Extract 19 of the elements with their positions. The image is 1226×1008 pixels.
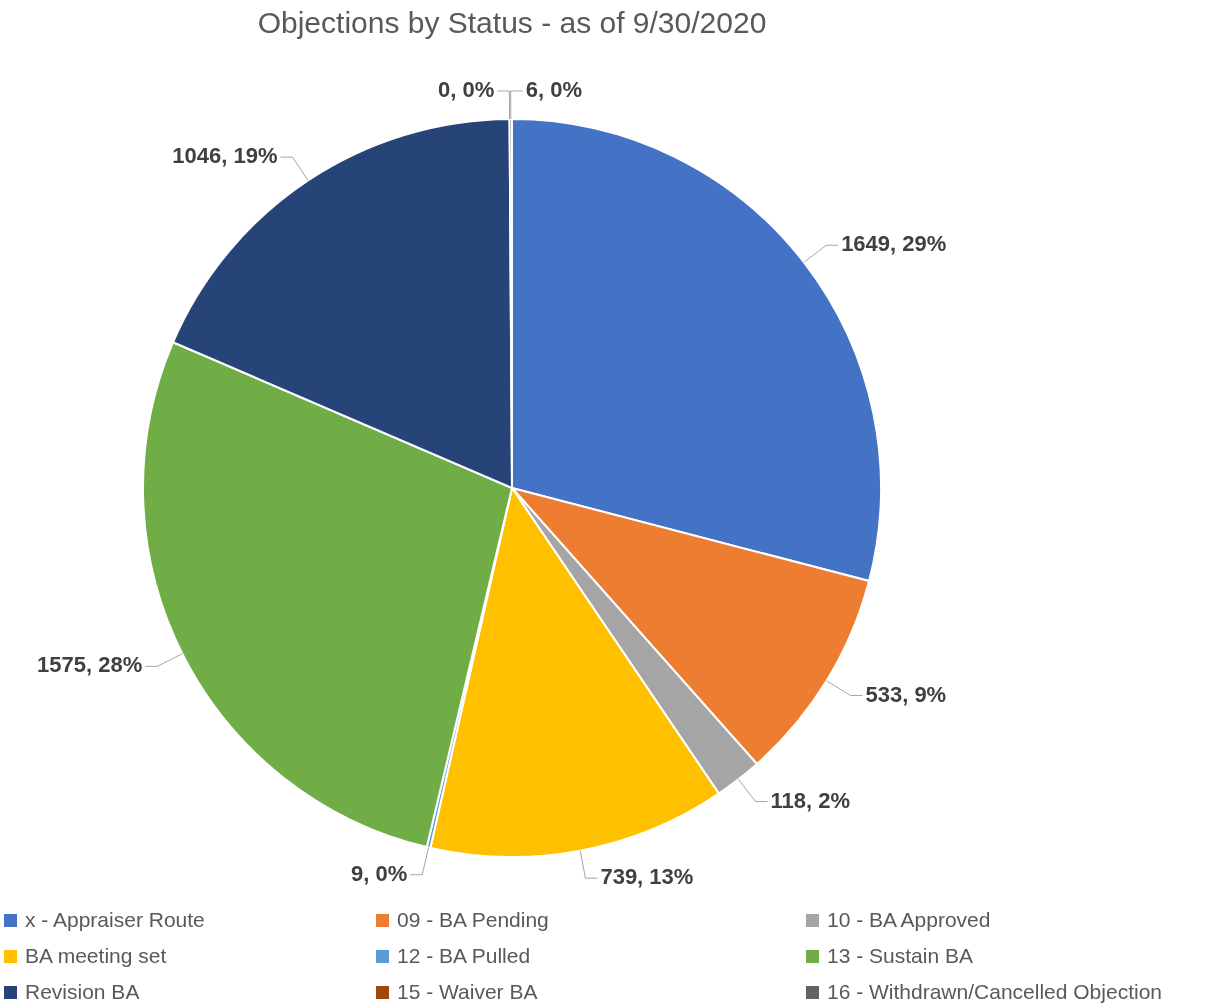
legend-label: Revision BA xyxy=(25,980,140,1004)
data-label: 1575, 28% xyxy=(37,652,143,678)
data-label: 533, 9% xyxy=(865,681,947,707)
data-label: 6, 0% xyxy=(525,77,582,103)
legend-label: 15 - Waiver BA xyxy=(397,980,538,1004)
legend-label: 09 - BA Pending xyxy=(397,908,549,932)
data-label: 1649, 29% xyxy=(841,231,947,257)
legend-label: 12 - BA Pulled xyxy=(397,944,531,968)
data-label: 739, 13% xyxy=(600,864,694,890)
legend-label: BA meeting set xyxy=(25,944,167,968)
data-label: 9, 0% xyxy=(350,860,408,886)
data-label: 118, 2% xyxy=(770,787,851,813)
legend-label: 16 - Withdrawn/Cancelled Objection xyxy=(827,980,1162,1004)
chart-title: Objections by Status - as of 9/30/2020 xyxy=(256,6,768,40)
text: 0, 0% xyxy=(438,77,495,103)
data-label: 1046, 19% xyxy=(172,143,278,169)
legend-label: 10 - BA Approved xyxy=(827,908,991,932)
legend-label: x - Appraiser Route xyxy=(25,908,205,932)
legend-label: 13 - Sustain BA xyxy=(827,944,973,968)
